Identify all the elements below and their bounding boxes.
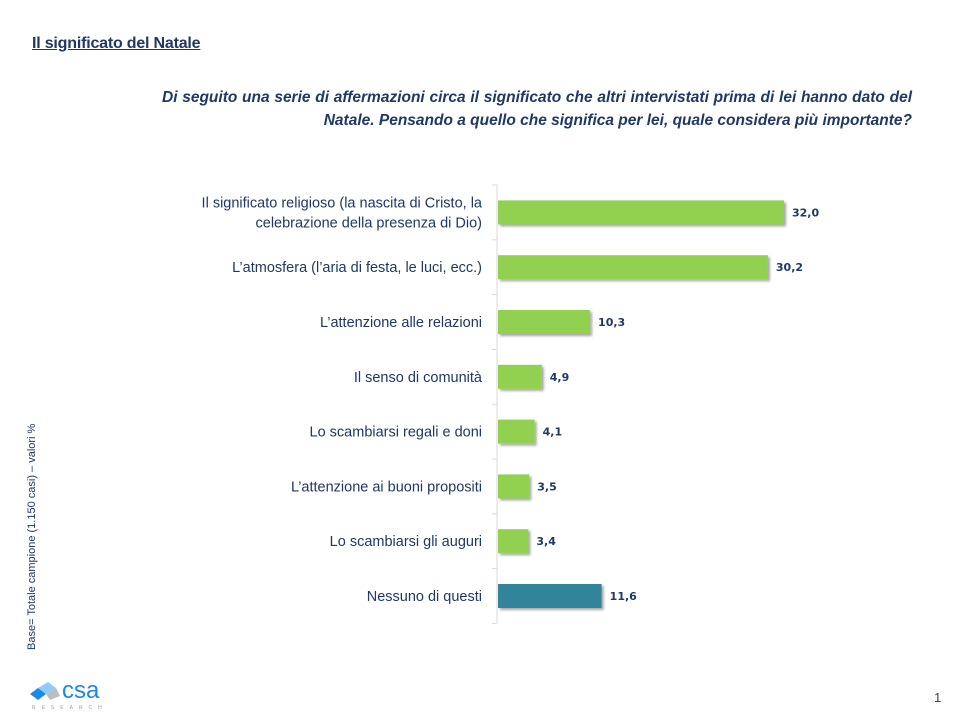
value-label: 30,2 [776,261,803,274]
bar [498,529,529,554]
logo-subtext: RESEARCH [32,705,108,711]
bar [498,584,602,608]
bar [498,474,530,499]
bar [498,364,542,389]
logo-icon: csa RESEARCH [30,677,108,711]
survey-question: Di seguito una serie di affermazioni cir… [162,89,912,129]
bar [498,255,768,280]
category-label: L’attenzione alle relazioni [320,315,482,331]
category-label: Nessuno di questi [367,589,482,605]
category-label: L’attenzione ai buoni propositi [291,479,482,495]
bar [498,200,784,225]
value-label: 3,5 [537,480,557,493]
logo-text: csa [62,677,100,704]
category-label: Lo scambiarsi regali e doni [310,425,482,441]
value-label: 4,9 [550,371,570,384]
y-axis [492,184,498,624]
category-label: Il significato religioso (la nascita di … [202,195,483,211]
csa-logo: csa RESEARCH [28,676,128,712]
page-title: Il significato del Natale [32,35,201,52]
category-label: Lo scambiarsi gli auguri [330,534,482,550]
bar [498,419,535,444]
category-label: Il senso di comunità [354,370,483,386]
category-label: L’atmosfera (l’aria di festa, le luci, e… [232,260,482,276]
value-label: 32,0 [792,206,819,219]
bar [498,310,591,334]
category-labels: Il significato religioso (la nascita di … [202,195,483,605]
value-label: 4,1 [543,426,563,439]
value-label: 11,6 [610,590,637,603]
base-note: Base= Totale campione (1.150 casi) – val… [26,423,38,650]
bars [498,200,784,608]
value-labels: 32,0 30,2 10,3 4,9 4,1 3,5 3,4 11,6 [536,206,819,603]
page-number: 1 [934,690,942,705]
value-label: 3,4 [536,535,556,548]
category-label: celebrazione della presenza di Dio) [256,215,483,231]
value-label: 10,3 [598,316,625,329]
